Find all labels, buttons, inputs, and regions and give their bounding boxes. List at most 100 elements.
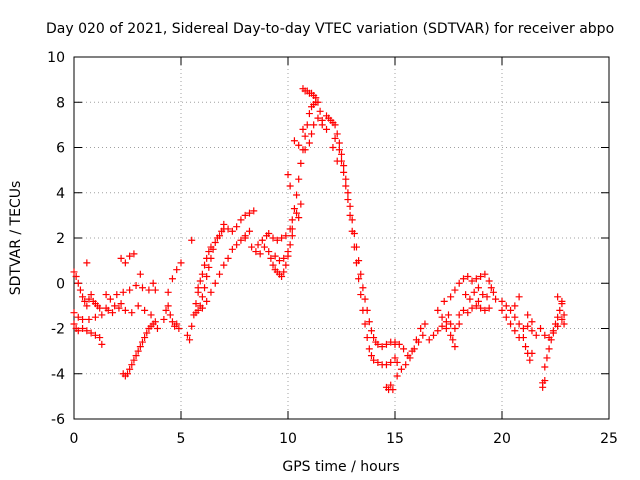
data-point	[194, 284, 202, 292]
data-point	[297, 159, 305, 167]
data-point	[126, 365, 134, 373]
data-point	[201, 261, 209, 269]
data-point	[361, 295, 369, 303]
data-point	[532, 331, 540, 339]
data-point	[136, 343, 144, 351]
data-point	[256, 250, 264, 258]
data-point	[175, 325, 183, 332]
data-point	[455, 279, 463, 287]
data-point	[295, 141, 303, 149]
data-point	[451, 286, 459, 294]
data-point	[288, 216, 296, 224]
data-point	[164, 302, 172, 310]
data-point	[312, 94, 320, 102]
data-point	[141, 306, 149, 314]
data-point	[387, 381, 395, 389]
data-point	[524, 311, 532, 319]
y-tick-label: -4	[51, 367, 65, 383]
data-point	[188, 236, 196, 244]
data-point	[301, 132, 309, 140]
data-point	[297, 200, 305, 208]
data-point	[278, 272, 286, 280]
data-point	[378, 343, 386, 351]
data-point	[363, 334, 371, 342]
y-tick-label: 0	[56, 276, 65, 292]
data-point	[134, 347, 142, 355]
data-point	[331, 121, 339, 129]
y-axis: -6 -4 -2 0 2 4 6 8 10	[47, 50, 609, 428]
data-point	[284, 248, 292, 256]
data-point	[410, 345, 418, 353]
data-point	[342, 182, 350, 190]
data-point	[121, 259, 129, 267]
data-point	[519, 334, 527, 342]
data-point	[79, 315, 87, 323]
data-point	[487, 284, 495, 292]
data-point	[102, 304, 110, 312]
data-point	[177, 259, 185, 267]
data-point	[286, 241, 294, 249]
data-point	[387, 358, 395, 366]
data-point	[502, 313, 510, 321]
data-point	[524, 322, 532, 330]
data-point	[132, 282, 140, 290]
data-point	[350, 243, 358, 251]
data-point	[136, 270, 144, 278]
data-point	[333, 130, 341, 138]
data-point	[515, 293, 523, 301]
data-point	[164, 288, 172, 296]
data-point	[211, 239, 219, 247]
data-point	[151, 286, 159, 294]
data-point	[280, 268, 288, 276]
x-axis-label: GPS time / hours	[282, 459, 399, 475]
data-point	[442, 325, 450, 332]
data-point	[241, 211, 249, 219]
y-tick-label: 2	[56, 231, 65, 247]
data-point	[477, 304, 485, 312]
data-point	[485, 277, 493, 285]
data-point	[449, 336, 457, 344]
data-point	[220, 261, 228, 269]
x-tick-label: 0	[70, 431, 79, 447]
data-point	[117, 300, 125, 308]
data-point	[474, 284, 482, 292]
data-point	[459, 275, 467, 283]
data-point	[374, 340, 382, 348]
data-point	[153, 325, 161, 332]
data-point	[434, 327, 442, 335]
data-point	[502, 302, 510, 310]
data-point	[70, 320, 78, 328]
data-point	[91, 313, 99, 321]
data-point	[391, 354, 399, 362]
data-point	[333, 157, 341, 165]
grid	[74, 57, 609, 419]
data-point	[173, 320, 181, 328]
data-point	[310, 121, 318, 129]
data-point	[455, 320, 463, 328]
data-point	[160, 315, 168, 323]
data-point	[545, 334, 553, 342]
data-point	[220, 220, 228, 228]
data-point	[76, 286, 84, 294]
data-point	[106, 295, 114, 303]
data-point	[344, 196, 352, 204]
data-point	[149, 279, 157, 287]
data-point	[348, 227, 356, 235]
data-point	[560, 311, 568, 319]
data-point	[109, 309, 117, 317]
data-point	[438, 322, 446, 330]
data-point	[241, 234, 249, 242]
data-point	[451, 325, 459, 332]
data-point	[425, 336, 433, 344]
data-point	[539, 383, 547, 391]
data-point	[329, 144, 337, 151]
data-point	[558, 297, 566, 305]
data-point	[528, 327, 536, 335]
data-point	[342, 175, 350, 183]
data-point	[468, 304, 476, 312]
data-point	[340, 168, 348, 176]
data-point	[87, 291, 95, 299]
data-point	[545, 345, 553, 353]
data-point	[70, 268, 78, 276]
data-point	[96, 334, 104, 342]
